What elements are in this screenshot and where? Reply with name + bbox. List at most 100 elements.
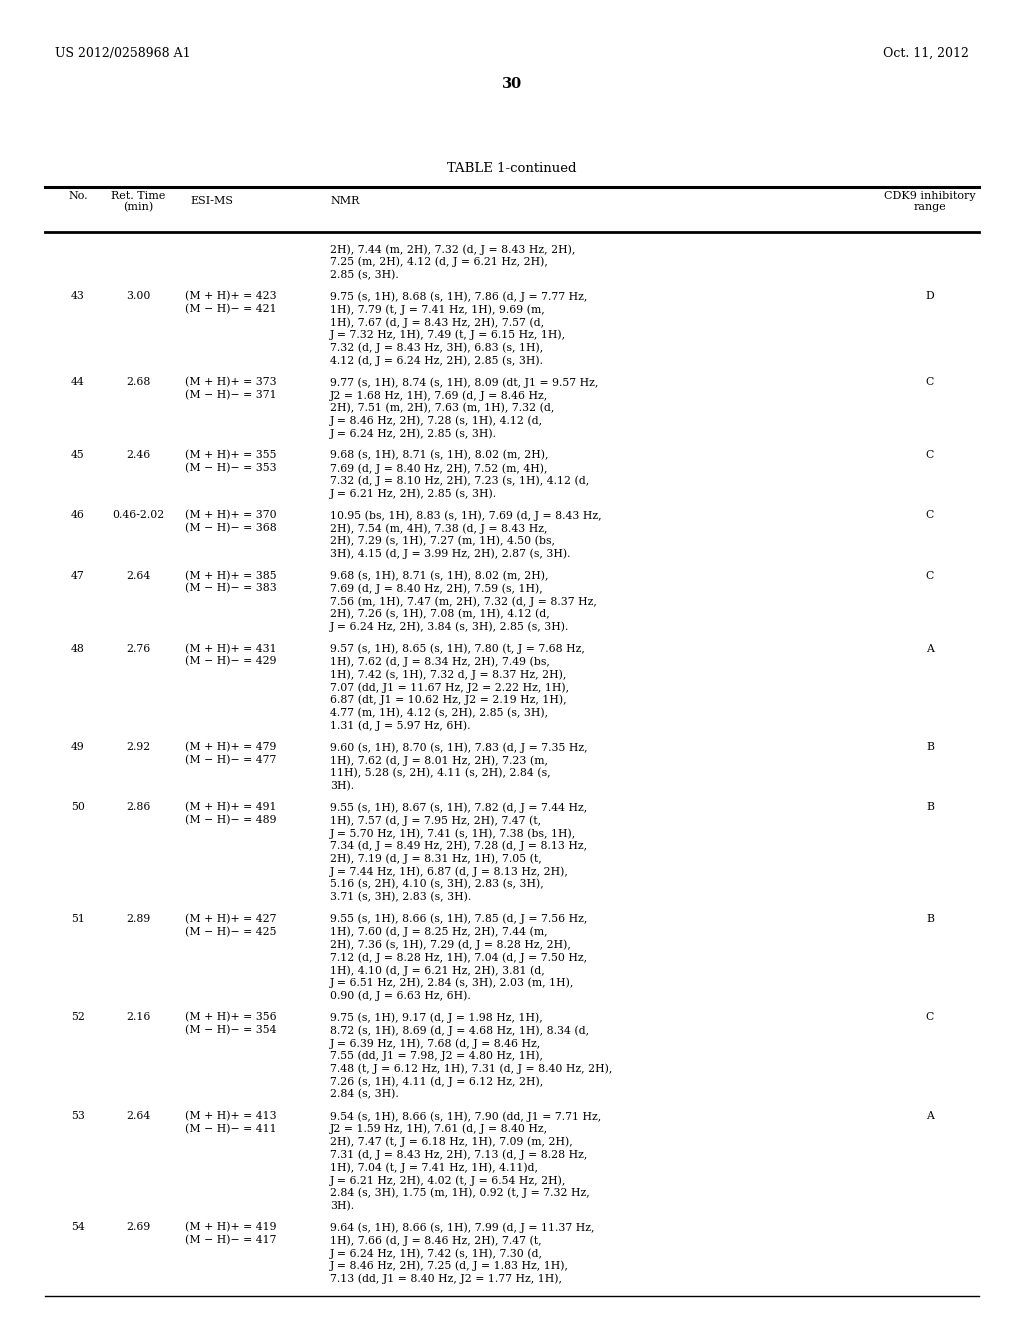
Text: 1H), 7.62 (d, J = 8.01 Hz, 2H), 7.23 (m,: 1H), 7.62 (d, J = 8.01 Hz, 2H), 7.23 (m,: [330, 755, 548, 766]
Text: 2.76: 2.76: [126, 644, 151, 653]
Text: 7.34 (d, J = 8.49 Hz, 2H), 7.28 (d, J = 8.13 Hz,: 7.34 (d, J = 8.49 Hz, 2H), 7.28 (d, J = …: [330, 841, 587, 851]
Text: (M − H)− = 417: (M − H)− = 417: [185, 1236, 276, 1246]
Text: 2.64: 2.64: [126, 570, 151, 581]
Text: J = 6.39 Hz, 1H), 7.68 (d, J = 8.46 Hz,: J = 6.39 Hz, 1H), 7.68 (d, J = 8.46 Hz,: [330, 1038, 542, 1048]
Text: (M + H)+ = 431: (M + H)+ = 431: [185, 644, 276, 653]
Text: 9.55 (s, 1H), 8.67 (s, 1H), 7.82 (d, J = 7.44 Hz,: 9.55 (s, 1H), 8.67 (s, 1H), 7.82 (d, J =…: [330, 803, 587, 813]
Text: 2H), 7.36 (s, 1H), 7.29 (d, J = 8.28 Hz, 2H),: 2H), 7.36 (s, 1H), 7.29 (d, J = 8.28 Hz,…: [330, 940, 570, 950]
Text: 0.46-2.02: 0.46-2.02: [112, 511, 164, 520]
Text: J = 5.70 Hz, 1H), 7.41 (s, 1H), 7.38 (bs, 1H),: J = 5.70 Hz, 1H), 7.41 (s, 1H), 7.38 (bs…: [330, 828, 577, 838]
Text: 1H), 7.67 (d, J = 8.43 Hz, 2H), 7.57 (d,: 1H), 7.67 (d, J = 8.43 Hz, 2H), 7.57 (d,: [330, 317, 544, 327]
Text: 9.77 (s, 1H), 8.74 (s, 1H), 8.09 (dt, J1 = 9.57 Hz,: 9.77 (s, 1H), 8.74 (s, 1H), 8.09 (dt, J1…: [330, 378, 598, 388]
Text: 1H), 7.42 (s, 1H), 7.32 d, J = 8.37 Hz, 2H),: 1H), 7.42 (s, 1H), 7.32 d, J = 8.37 Hz, …: [330, 669, 566, 680]
Text: CDK9 inhibitory: CDK9 inhibitory: [884, 191, 976, 201]
Text: (M + H)+ = 491: (M + H)+ = 491: [185, 803, 276, 813]
Text: C: C: [926, 450, 934, 461]
Text: D: D: [926, 292, 934, 301]
Text: 1H), 4.10 (d, J = 6.21 Hz, 2H), 3.81 (d,: 1H), 4.10 (d, J = 6.21 Hz, 2H), 3.81 (d,: [330, 965, 545, 975]
Text: 9.64 (s, 1H), 8.66 (s, 1H), 7.99 (d, J = 11.37 Hz,: 9.64 (s, 1H), 8.66 (s, 1H), 7.99 (d, J =…: [330, 1222, 595, 1233]
Text: B: B: [926, 742, 934, 752]
Text: 6.87 (dt, J1 = 10.62 Hz, J2 = 2.19 Hz, 1H),: 6.87 (dt, J1 = 10.62 Hz, J2 = 2.19 Hz, 1…: [330, 694, 566, 705]
Text: (M − H)− = 354: (M − H)− = 354: [185, 1026, 276, 1035]
Text: 2.64: 2.64: [126, 1111, 151, 1121]
Text: (M + H)+ = 370: (M + H)+ = 370: [185, 511, 276, 520]
Text: 0.90 (d, J = 6.63 Hz, 6H).: 0.90 (d, J = 6.63 Hz, 6H).: [330, 990, 471, 1001]
Text: C: C: [926, 1012, 934, 1023]
Text: 2H), 7.47 (t, J = 6.18 Hz, 1H), 7.09 (m, 2H),: 2H), 7.47 (t, J = 6.18 Hz, 1H), 7.09 (m,…: [330, 1137, 572, 1147]
Text: 7.13 (dd, J1 = 8.40 Hz, J2 = 1.77 Hz, 1H),: 7.13 (dd, J1 = 8.40 Hz, J2 = 1.77 Hz, 1H…: [330, 1274, 562, 1284]
Text: Oct. 11, 2012: Oct. 11, 2012: [883, 48, 969, 59]
Text: 7.69 (d, J = 8.40 Hz, 2H), 7.59 (s, 1H),: 7.69 (d, J = 8.40 Hz, 2H), 7.59 (s, 1H),: [330, 583, 543, 594]
Text: 7.07 (dd, J1 = 11.67 Hz, J2 = 2.22 Hz, 1H),: 7.07 (dd, J1 = 11.67 Hz, J2 = 2.22 Hz, 1…: [330, 682, 569, 693]
Text: 1.31 (d, J = 5.97 Hz, 6H).: 1.31 (d, J = 5.97 Hz, 6H).: [330, 721, 470, 731]
Text: 3H).: 3H).: [330, 780, 354, 791]
Text: A: A: [926, 1111, 934, 1121]
Text: 7.32 (d, J = 8.10 Hz, 2H), 7.23 (s, 1H), 4.12 (d,: 7.32 (d, J = 8.10 Hz, 2H), 7.23 (s, 1H),…: [330, 475, 589, 486]
Text: 50: 50: [71, 803, 85, 812]
Text: (min): (min): [123, 202, 154, 213]
Text: (M − H)− = 371: (M − H)− = 371: [185, 389, 276, 400]
Text: J = 7.44 Hz, 1H), 6.87 (d, J = 8.13 Hz, 2H),: J = 7.44 Hz, 1H), 6.87 (d, J = 8.13 Hz, …: [330, 866, 569, 876]
Text: ESI-MS: ESI-MS: [190, 195, 233, 206]
Text: (M − H)− = 383: (M − H)− = 383: [185, 583, 276, 594]
Text: 9.54 (s, 1H), 8.66 (s, 1H), 7.90 (dd, J1 = 7.71 Hz,: 9.54 (s, 1H), 8.66 (s, 1H), 7.90 (dd, J1…: [330, 1111, 601, 1122]
Text: C: C: [926, 511, 934, 520]
Text: (M + H)+ = 373: (M + H)+ = 373: [185, 378, 276, 388]
Text: 3H), 4.15 (d, J = 3.99 Hz, 2H), 2.87 (s, 3H).: 3H), 4.15 (d, J = 3.99 Hz, 2H), 2.87 (s,…: [330, 549, 570, 560]
Text: 51: 51: [71, 913, 85, 924]
Text: 52: 52: [71, 1012, 85, 1023]
Text: J = 7.32 Hz, 1H), 7.49 (t, J = 6.15 Hz, 1H),: J = 7.32 Hz, 1H), 7.49 (t, J = 6.15 Hz, …: [330, 330, 566, 341]
Text: (M − H)− = 489: (M − H)− = 489: [185, 816, 276, 825]
Text: 1H), 7.62 (d, J = 8.34 Hz, 2H), 7.49 (bs,: 1H), 7.62 (d, J = 8.34 Hz, 2H), 7.49 (bs…: [330, 656, 550, 667]
Text: 2.89: 2.89: [126, 913, 151, 924]
Text: 9.75 (s, 1H), 9.17 (d, J = 1.98 Hz, 1H),: 9.75 (s, 1H), 9.17 (d, J = 1.98 Hz, 1H),: [330, 1012, 543, 1023]
Text: 7.48 (t, J = 6.12 Hz, 1H), 7.31 (d, J = 8.40 Hz, 2H),: 7.48 (t, J = 6.12 Hz, 1H), 7.31 (d, J = …: [330, 1064, 612, 1074]
Text: 2.84 (s, 3H).: 2.84 (s, 3H).: [330, 1089, 398, 1100]
Text: 46: 46: [71, 511, 85, 520]
Text: C: C: [926, 570, 934, 581]
Text: J = 6.24 Hz, 1H), 7.42 (s, 1H), 7.30 (d,: J = 6.24 Hz, 1H), 7.42 (s, 1H), 7.30 (d,: [330, 1247, 543, 1258]
Text: No.: No.: [69, 191, 88, 201]
Text: 2.46: 2.46: [126, 450, 151, 461]
Text: (M + H)+ = 427: (M + H)+ = 427: [185, 913, 276, 924]
Text: 2H), 7.29 (s, 1H), 7.27 (m, 1H), 4.50 (bs,: 2H), 7.29 (s, 1H), 7.27 (m, 1H), 4.50 (b…: [330, 536, 555, 546]
Text: 1H), 7.60 (d, J = 8.25 Hz, 2H), 7.44 (m,: 1H), 7.60 (d, J = 8.25 Hz, 2H), 7.44 (m,: [330, 927, 548, 937]
Text: (M − H)− = 477: (M − H)− = 477: [185, 755, 276, 766]
Text: 2.84 (s, 3H), 1.75 (m, 1H), 0.92 (t, J = 7.32 Hz,: 2.84 (s, 3H), 1.75 (m, 1H), 0.92 (t, J =…: [330, 1188, 590, 1199]
Text: 3.00: 3.00: [126, 292, 151, 301]
Text: J = 6.51 Hz, 2H), 2.84 (s, 3H), 2.03 (m, 1H),: J = 6.51 Hz, 2H), 2.84 (s, 3H), 2.03 (m,…: [330, 978, 574, 989]
Text: 9.68 (s, 1H), 8.71 (s, 1H), 8.02 (m, 2H),: 9.68 (s, 1H), 8.71 (s, 1H), 8.02 (m, 2H)…: [330, 450, 549, 461]
Text: J = 6.21 Hz, 2H), 2.85 (s, 3H).: J = 6.21 Hz, 2H), 2.85 (s, 3H).: [330, 488, 497, 499]
Text: 2H), 7.19 (d, J = 8.31 Hz, 1H), 7.05 (t,: 2H), 7.19 (d, J = 8.31 Hz, 1H), 7.05 (t,: [330, 854, 542, 865]
Text: 2.85 (s, 3H).: 2.85 (s, 3H).: [330, 269, 398, 280]
Text: (M − H)− = 429: (M − H)− = 429: [185, 656, 276, 667]
Text: (M − H)− = 368: (M − H)− = 368: [185, 523, 276, 533]
Text: J2 = 1.68 Hz, 1H), 7.69 (d, J = 8.46 Hz,: J2 = 1.68 Hz, 1H), 7.69 (d, J = 8.46 Hz,: [330, 389, 548, 400]
Text: 5.16 (s, 2H), 4.10 (s, 3H), 2.83 (s, 3H),: 5.16 (s, 2H), 4.10 (s, 3H), 2.83 (s, 3H)…: [330, 879, 544, 890]
Text: 4.77 (m, 1H), 4.12 (s, 2H), 2.85 (s, 3H),: 4.77 (m, 1H), 4.12 (s, 2H), 2.85 (s, 3H)…: [330, 708, 548, 718]
Text: 3H).: 3H).: [330, 1201, 354, 1210]
Text: 3.71 (s, 3H), 2.83 (s, 3H).: 3.71 (s, 3H), 2.83 (s, 3H).: [330, 892, 471, 903]
Text: 7.69 (d, J = 8.40 Hz, 2H), 7.52 (m, 4H),: 7.69 (d, J = 8.40 Hz, 2H), 7.52 (m, 4H),: [330, 463, 548, 474]
Text: 47: 47: [71, 570, 85, 581]
Text: (M + H)+ = 355: (M + H)+ = 355: [185, 450, 276, 461]
Text: 7.31 (d, J = 8.43 Hz, 2H), 7.13 (d, J = 8.28 Hz,: 7.31 (d, J = 8.43 Hz, 2H), 7.13 (d, J = …: [330, 1150, 588, 1160]
Text: 2.16: 2.16: [126, 1012, 151, 1023]
Text: (M − H)− = 353: (M − H)− = 353: [185, 463, 276, 474]
Text: 30: 30: [502, 77, 522, 91]
Text: TABLE 1-continued: TABLE 1-continued: [447, 162, 577, 176]
Text: B: B: [926, 913, 934, 924]
Text: 7.56 (m, 1H), 7.47 (m, 2H), 7.32 (d, J = 8.37 Hz,: 7.56 (m, 1H), 7.47 (m, 2H), 7.32 (d, J =…: [330, 597, 597, 607]
Text: 8.72 (s, 1H), 8.69 (d, J = 4.68 Hz, 1H), 8.34 (d,: 8.72 (s, 1H), 8.69 (d, J = 4.68 Hz, 1H),…: [330, 1026, 589, 1036]
Text: (M + H)+ = 479: (M + H)+ = 479: [185, 742, 276, 752]
Text: 7.55 (dd, J1 = 7.98, J2 = 4.80 Hz, 1H),: 7.55 (dd, J1 = 7.98, J2 = 4.80 Hz, 1H),: [330, 1051, 543, 1061]
Text: 9.57 (s, 1H), 8.65 (s, 1H), 7.80 (t, J = 7.68 Hz,: 9.57 (s, 1H), 8.65 (s, 1H), 7.80 (t, J =…: [330, 644, 585, 655]
Text: 44: 44: [71, 378, 85, 387]
Text: 7.26 (s, 1H), 4.11 (d, J = 6.12 Hz, 2H),: 7.26 (s, 1H), 4.11 (d, J = 6.12 Hz, 2H),: [330, 1076, 544, 1086]
Text: A: A: [926, 644, 934, 653]
Text: 48: 48: [71, 644, 85, 653]
Text: 54: 54: [71, 1222, 85, 1233]
Text: C: C: [926, 378, 934, 387]
Text: 1H), 7.57 (d, J = 7.95 Hz, 2H), 7.47 (t,: 1H), 7.57 (d, J = 7.95 Hz, 2H), 7.47 (t,: [330, 816, 541, 826]
Text: 2H), 7.54 (m, 4H), 7.38 (d, J = 8.43 Hz,: 2H), 7.54 (m, 4H), 7.38 (d, J = 8.43 Hz,: [330, 523, 548, 533]
